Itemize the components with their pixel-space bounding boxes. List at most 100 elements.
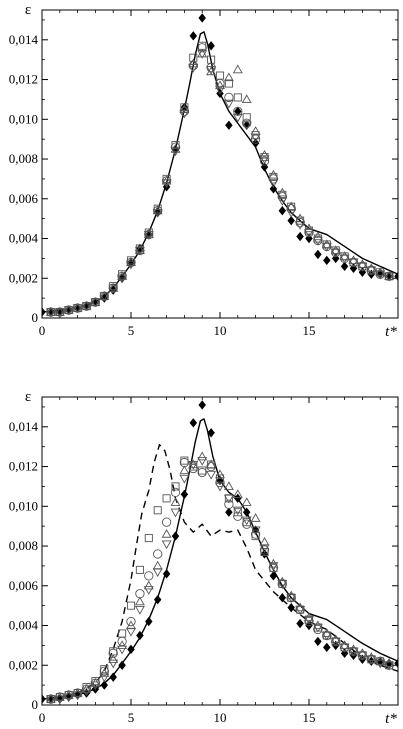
point-filled-diamond bbox=[394, 271, 398, 281]
point-open-circle bbox=[295, 217, 305, 228]
point-open-triangle-down bbox=[45, 308, 56, 318]
y-tick-label: 0 bbox=[32, 697, 39, 712]
point-open-triangle-down bbox=[126, 627, 136, 637]
y-tick-label: 0,002 bbox=[9, 270, 38, 285]
point-open-triangle-up bbox=[72, 302, 83, 312]
point-open-triangle-down bbox=[45, 695, 56, 705]
point-open-triangle-down bbox=[54, 695, 65, 705]
point-filled-diamond bbox=[189, 31, 198, 41]
x-tick-label: 5 bbox=[128, 710, 135, 725]
point-open-square bbox=[135, 565, 144, 574]
point-open-triangle-up bbox=[384, 271, 395, 280]
point-open-triangle-down bbox=[117, 274, 128, 284]
point-open-circle bbox=[197, 43, 207, 53]
x-axis-label: t* bbox=[385, 324, 397, 340]
point-open-square bbox=[118, 629, 127, 638]
x-tick-label: 0 bbox=[39, 710, 46, 725]
point-open-triangle-up bbox=[312, 231, 323, 241]
point-filled-diamond bbox=[278, 593, 287, 603]
point-filled-diamond bbox=[225, 507, 233, 517]
point-open-triangle-down bbox=[99, 292, 110, 302]
plot-frame bbox=[41, 396, 399, 706]
point-filled-diamond bbox=[278, 206, 287, 216]
chart-panel-bottom: 0 5 10 15 0 0,002 0,004 0,006 0,008 0,010 0,012 0,0… bbox=[9, 389, 399, 727]
point-open-triangle-up bbox=[366, 652, 377, 661]
point-open-triangle-down bbox=[81, 687, 92, 697]
point-open-square bbox=[233, 93, 242, 102]
point-filled-diamond bbox=[136, 630, 144, 641]
point-open-triangle-down bbox=[197, 456, 208, 466]
point-open-triangle-up bbox=[286, 590, 297, 600]
series-solid-line bbox=[42, 418, 398, 700]
point-open-square bbox=[162, 174, 171, 183]
series-solid-line bbox=[42, 31, 398, 313]
y-tick-label: 0,008 bbox=[9, 538, 38, 553]
point-open-triangle-up bbox=[241, 94, 252, 104]
point-open-triangle-up bbox=[206, 459, 217, 469]
point-open-triangle-down bbox=[241, 121, 252, 131]
point-open-triangle-down bbox=[304, 615, 314, 625]
point-open-triangle-down bbox=[215, 85, 225, 95]
point-open-circle bbox=[144, 571, 154, 581]
point-open-triangle-up bbox=[108, 654, 119, 663]
point-filled-diamond bbox=[234, 493, 242, 504]
point-open-triangle-up bbox=[304, 223, 314, 233]
point-open-triangle-up bbox=[357, 259, 368, 268]
point-open-circle bbox=[126, 616, 136, 627]
point-open-square bbox=[198, 466, 207, 475]
point-open-triangle-down bbox=[81, 302, 92, 312]
point-open-triangle-down bbox=[366, 655, 377, 665]
point-filled-diamond bbox=[314, 249, 322, 260]
x-tick-label: 0 bbox=[39, 323, 46, 338]
point-open-triangle-down bbox=[366, 266, 377, 276]
point-open-triangle-up bbox=[384, 658, 395, 667]
point-open-triangle-down bbox=[286, 209, 297, 218]
point-open-triangle-up bbox=[143, 580, 154, 590]
point-filled-diamond bbox=[153, 595, 162, 605]
point-open-square bbox=[153, 204, 162, 213]
point-open-square bbox=[269, 563, 278, 572]
point-open-square bbox=[180, 103, 189, 112]
point-open-triangle-down bbox=[357, 262, 368, 272]
point-open-triangle-up bbox=[339, 640, 350, 649]
y-axis-label: ε bbox=[25, 389, 31, 405]
point-open-triangle-down bbox=[54, 308, 65, 318]
x-tick-label: 10 bbox=[214, 323, 227, 338]
point-open-triangle-down bbox=[188, 460, 199, 470]
point-filled-diamond bbox=[242, 507, 251, 517]
point-open-triangle-up bbox=[277, 576, 288, 586]
point-open-circle bbox=[224, 499, 234, 509]
point-open-triangle-up bbox=[366, 263, 377, 272]
y-tick-label: 0,004 bbox=[9, 231, 39, 246]
point-open-triangle-down bbox=[259, 155, 270, 165]
point-open-triangle-down bbox=[206, 470, 217, 480]
point-open-triangle-up bbox=[321, 239, 332, 249]
point-open-square bbox=[91, 677, 100, 686]
point-filled-diamond bbox=[287, 215, 295, 226]
point-filled-diamond bbox=[225, 120, 233, 130]
point-filled-diamond bbox=[109, 672, 117, 682]
point-open-circle bbox=[188, 463, 198, 474]
chart-panel-top: 0 5 10 15 0 0,002 0,004 0,006 0,008 0,010 0,012 0,0… bbox=[9, 2, 399, 340]
point-open-triangle-up bbox=[99, 291, 110, 300]
point-open-square bbox=[215, 474, 225, 483]
point-open-circle bbox=[304, 616, 314, 627]
point-open-triangle-down bbox=[330, 637, 341, 647]
point-open-square bbox=[118, 270, 127, 279]
point-open-triangle-down bbox=[188, 64, 199, 73]
point-open-triangle-up bbox=[161, 529, 172, 538]
point-open-triangle-down bbox=[321, 631, 332, 641]
point-open-triangle-down bbox=[348, 258, 359, 268]
point-open-triangle-down bbox=[108, 284, 119, 294]
point-open-triangle-up bbox=[72, 687, 83, 697]
point-open-triangle-up bbox=[197, 451, 208, 461]
x-tick-label: 5 bbox=[128, 323, 135, 338]
point-open-square bbox=[260, 547, 269, 557]
point-filled-diamond bbox=[296, 231, 304, 242]
point-open-triangle-up bbox=[304, 612, 314, 622]
point-open-triangle-down bbox=[339, 254, 350, 264]
point-open-triangle-down bbox=[63, 306, 74, 316]
point-open-triangle-down bbox=[223, 99, 234, 109]
point-open-circle bbox=[250, 134, 261, 144]
